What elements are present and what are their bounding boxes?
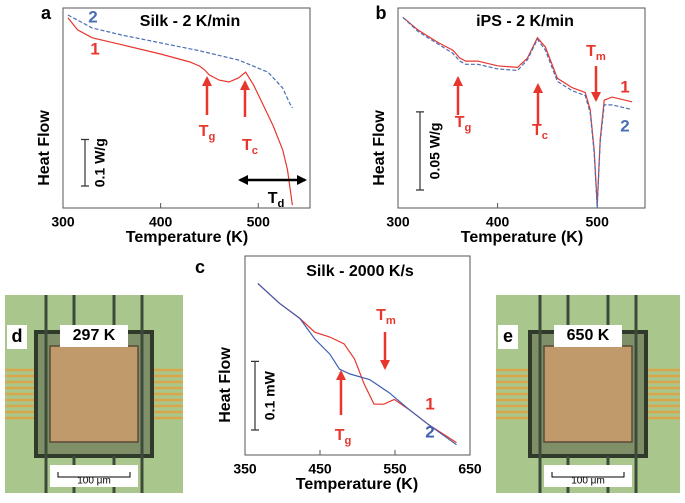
chart-title: Silk - 2 K/min: [140, 13, 240, 30]
curve: [67, 17, 293, 206]
series-label: 2: [88, 7, 97, 26]
plot-frame: [244, 255, 471, 456]
electrodes: [44, 295, 144, 493]
scale-line: [57, 472, 131, 478]
annotation: Tg: [335, 427, 352, 447]
x-tick-label: 500: [247, 214, 271, 230]
series-label: 1: [90, 39, 99, 58]
x-tick-label: 450: [308, 461, 332, 477]
annotation-subscript: c: [542, 130, 548, 142]
sample: [49, 345, 139, 443]
panel-letter: e: [503, 326, 513, 346]
annotation-text: T: [455, 114, 465, 131]
annotation: Tc: [532, 122, 548, 142]
annotation: Tg: [199, 123, 216, 143]
temperature-label: 650 K: [567, 327, 610, 344]
panel-letter: a: [41, 3, 52, 23]
annotation-text: T: [586, 43, 596, 60]
series-label: 2: [620, 116, 629, 135]
curve: [402, 16, 633, 209]
label-box: [554, 325, 622, 347]
annotation-subscript: d: [277, 198, 284, 210]
annotation-subscript: m: [596, 51, 606, 63]
annotation-text: T: [532, 122, 542, 139]
letter-box: [7, 325, 27, 349]
chart-title: iPS - 2 K/min: [476, 13, 574, 30]
scale-bar-label: 0.05 W/g: [427, 123, 443, 180]
annotation: Tm: [586, 43, 606, 63]
x-tick-label: 550: [383, 461, 407, 477]
annotation-text: T: [242, 137, 252, 154]
panel-letter: d: [12, 326, 23, 346]
scale-box: [544, 465, 632, 487]
scale-bar-label: 0.1 mW: [262, 370, 278, 420]
annotation-subscript: g: [344, 435, 351, 447]
scale-label: 100 μm: [571, 476, 605, 487]
curve: [67, 14, 293, 109]
curve: [257, 282, 457, 444]
annotation: Td: [268, 190, 285, 210]
scale-bar-label: 0.1 W/g: [92, 138, 108, 187]
x-axis-label: Temperature (K): [461, 229, 583, 246]
series-label: 1: [425, 394, 434, 413]
y-axis-label: Heat Flow: [36, 110, 53, 186]
y-axis-label: Heat Flow: [371, 110, 388, 186]
panel-letter: b: [376, 3, 387, 23]
x-axis-label: Temperature (K): [296, 476, 418, 493]
scale-bar: [251, 360, 259, 431]
scale-line: [551, 472, 625, 478]
letter-box: [498, 325, 518, 349]
x-tick-label: 300: [386, 214, 410, 230]
x-tick-label: 650: [458, 461, 482, 477]
annotation: Tc: [242, 137, 258, 157]
x-axis-label: Temperature (K): [126, 229, 248, 246]
temperature-label: 297 K: [73, 327, 116, 344]
label-box: [60, 325, 128, 347]
scale-label: 100 μm: [77, 476, 111, 487]
annotation-text: T: [376, 307, 386, 324]
sample: [543, 345, 633, 443]
plot-frame: [397, 7, 646, 209]
annotation-subscript: g: [208, 131, 215, 143]
series-label: 2: [425, 422, 434, 441]
panel-letter: c: [195, 257, 205, 277]
annotation: Tg: [455, 114, 472, 134]
scale-bar: [416, 111, 424, 191]
annotation-subscript: m: [386, 315, 396, 327]
x-tick-label: 400: [486, 214, 510, 230]
scale-box: [50, 465, 138, 487]
x-tick-label: 300: [51, 214, 75, 230]
annotation-text: T: [335, 427, 345, 444]
curve: [257, 282, 457, 446]
annotation-subscript: c: [252, 145, 258, 157]
scale-bar: [81, 138, 89, 187]
x-tick-label: 350: [233, 461, 257, 477]
x-tick-label: 500: [586, 214, 610, 230]
x-tick-label: 400: [149, 214, 173, 230]
annotation: Tm: [376, 307, 396, 327]
series-label: 1: [620, 77, 629, 96]
plot-frame: [62, 7, 311, 209]
annotation-text: T: [268, 190, 278, 207]
electrodes: [538, 295, 638, 493]
y-axis-label: Heat Flow: [217, 347, 234, 423]
chart-title: Silk - 2000 K/s: [306, 263, 414, 280]
annotation-subscript: g: [464, 122, 471, 134]
annotation-text: T: [199, 123, 209, 140]
